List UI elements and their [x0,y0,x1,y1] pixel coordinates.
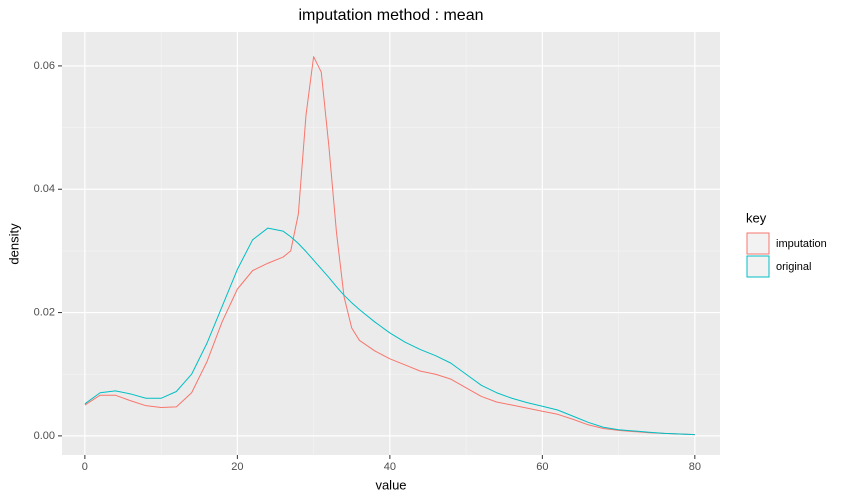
x-tick-label: 40 [384,461,396,473]
density-line [84,56,695,436]
chart-title: imputation method : mean [299,7,484,24]
plot-panel [62,32,720,455]
legend-key [746,255,770,278]
y-tick-label: 0.06 [34,60,55,72]
legend-label: imputation [776,238,827,250]
y-tick-label: 0.00 [34,430,55,442]
x-tick-label: 60 [536,461,548,473]
x-tick-label: 80 [689,461,701,473]
y-tick-label: 0.04 [34,183,55,195]
y-axis-label: density [6,223,21,265]
legend-label: original [776,261,811,273]
x-tick-label: 0 [82,461,88,473]
y-tick-label: 0.02 [34,306,55,318]
density-line [84,227,695,436]
x-axis-label: value [375,477,406,492]
legend-key [746,232,770,255]
legend-title: key [746,210,767,225]
x-tick-label: 20 [231,461,243,473]
